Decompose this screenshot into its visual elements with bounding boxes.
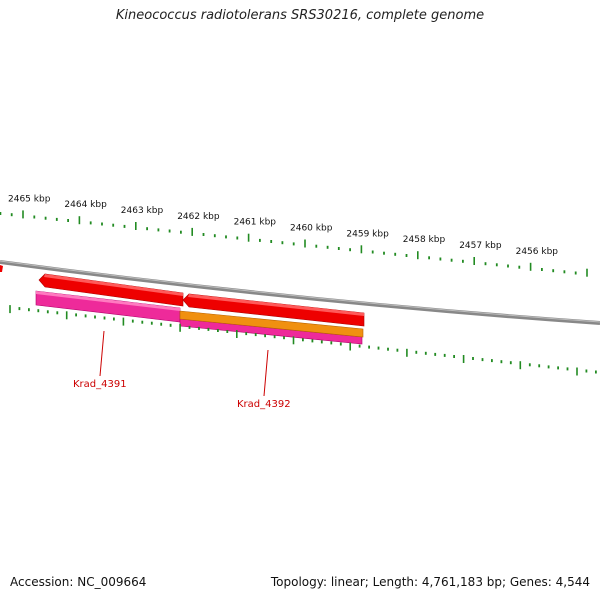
scale-tick-label: 2465 kbp xyxy=(8,194,51,204)
scale-tick-label: 2464 kbp xyxy=(64,200,107,210)
gene-arrow-krad-4392[interactable] xyxy=(182,293,365,327)
edge-feature-mark xyxy=(0,265,3,272)
gene-arrow-krad-4391[interactable] xyxy=(38,273,184,307)
scale-tick-label: 2462 kbp xyxy=(177,212,220,222)
accession-text: Accession: NC_009664 xyxy=(10,575,147,589)
label-leader-krad-4392 xyxy=(263,349,269,397)
upper-scale-ticks xyxy=(0,210,588,277)
cds-band-krad-4391-top xyxy=(36,291,180,311)
upper-scale-labels: 2465 kbp 2464 kbp 2463 kbp 2462 kbp 2461 kbp… xyxy=(8,194,558,256)
gene-label-krad-4391[interactable]: Krad_4391 xyxy=(73,379,127,390)
cds-band-krad-4392-orange[interactable] xyxy=(179,310,364,338)
genome-backbone xyxy=(0,260,600,325)
label-leader-krad-4391 xyxy=(99,330,105,377)
genome-backbone-highlight xyxy=(0,260,600,323)
genome-summary-text: Topology: linear; Length: 4,761,183 bp; … xyxy=(270,575,590,589)
scale-tick-label: 2460 kbp xyxy=(290,224,333,234)
gene-arrow-krad-4392-top xyxy=(188,294,364,316)
scale-tick-label: 2458 kbp xyxy=(403,235,446,245)
scale-tick-label: 2457 kbp xyxy=(459,241,502,251)
lower-scale-ticks xyxy=(9,305,597,376)
scale-tick-label: 2461 kbp xyxy=(234,218,277,228)
map-title: Kineococcus radiotolerans SRS30216, comp… xyxy=(115,8,485,23)
scale-tick-label: 2459 kbp xyxy=(346,229,389,239)
gene-arrow-krad-4391-top xyxy=(44,274,183,296)
scale-tick-label: 2463 kbp xyxy=(121,206,164,216)
gene-label-krad-4392[interactable]: Krad_4392 xyxy=(237,399,291,410)
scale-tick-label: 2456 kbp xyxy=(516,247,559,257)
